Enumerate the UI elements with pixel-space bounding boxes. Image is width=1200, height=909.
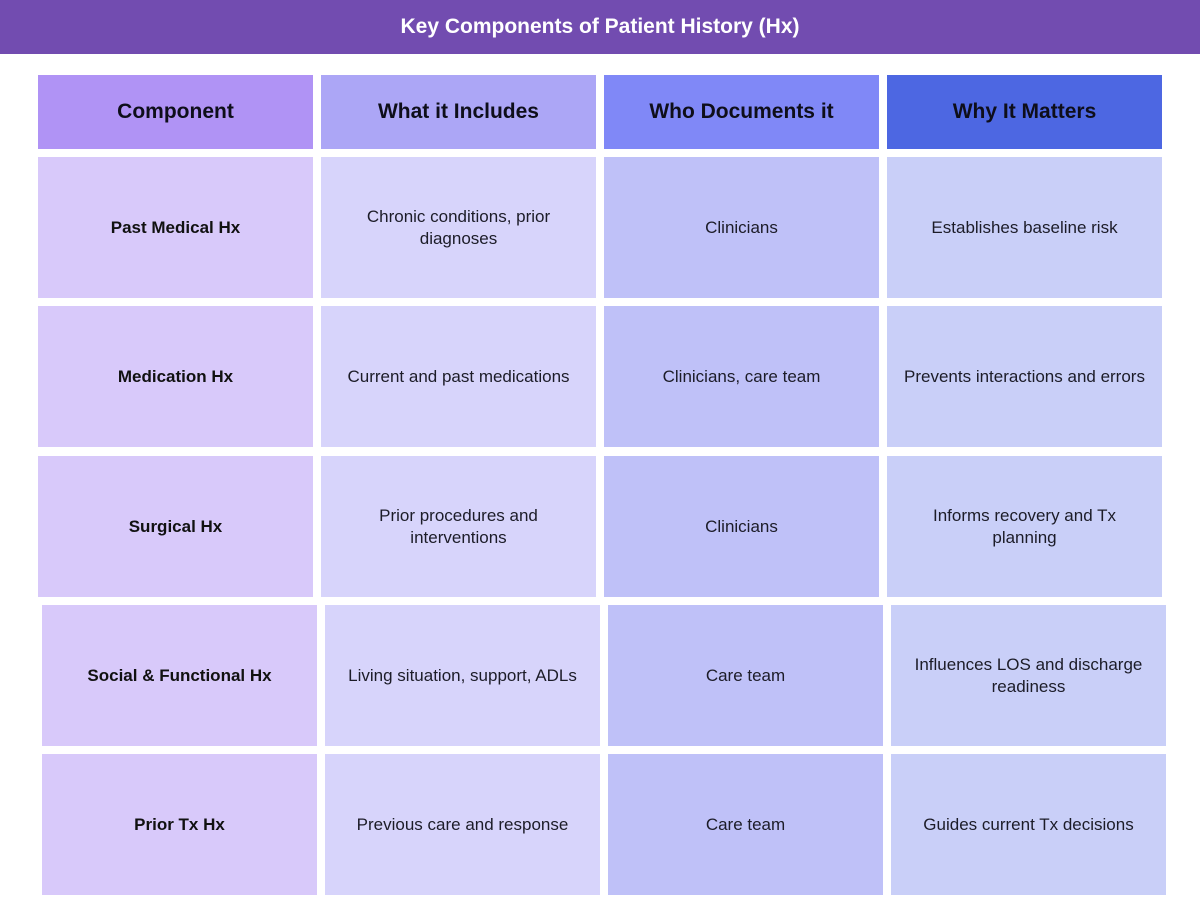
cell-what-it-includes: Chronic conditions, prior diagnoses [321, 157, 596, 298]
cell-what-it-includes: Previous care and response [325, 754, 600, 895]
header-component: Component [38, 75, 313, 149]
cell-why-it-matters: Establishes baseline risk [887, 157, 1162, 298]
cell-why-it-matters: Influences LOS and discharge readiness [891, 605, 1166, 746]
cell-why-it-matters: Guides current Tx decisions [891, 754, 1166, 895]
cell-what-it-includes: Current and past medications [321, 306, 596, 447]
header-who-documents-it: Who Documents it [604, 75, 879, 149]
cell-component: Medication Hx [38, 306, 313, 447]
cell-component: Past Medical Hx [38, 157, 313, 298]
cell-component: Surgical Hx [38, 456, 313, 597]
cell-component: Social & Functional Hx [42, 605, 317, 746]
header-why-it-matters: Why It Matters [887, 75, 1162, 149]
cell-who-documents-it: Clinicians, care team [604, 306, 879, 447]
cell-who-documents-it: Care team [608, 605, 883, 746]
cell-who-documents-it: Care team [608, 754, 883, 895]
cell-what-it-includes: Living situation, support, ADLs [325, 605, 600, 746]
cell-why-it-matters: Informs recovery and Tx planning [887, 456, 1162, 597]
cell-why-it-matters: Prevents interactions and errors [887, 306, 1162, 447]
cell-who-documents-it: Clinicians [604, 456, 879, 597]
cell-what-it-includes: Prior procedures and interventions [321, 456, 596, 597]
title-bar: Key Components of Patient History (Hx) [0, 0, 1200, 54]
cell-who-documents-it: Clinicians [604, 157, 879, 298]
cell-component: Prior Tx Hx [42, 754, 317, 895]
page-title: Key Components of Patient History (Hx) [400, 15, 800, 38]
header-what-it-includes: What it Includes [321, 75, 596, 149]
